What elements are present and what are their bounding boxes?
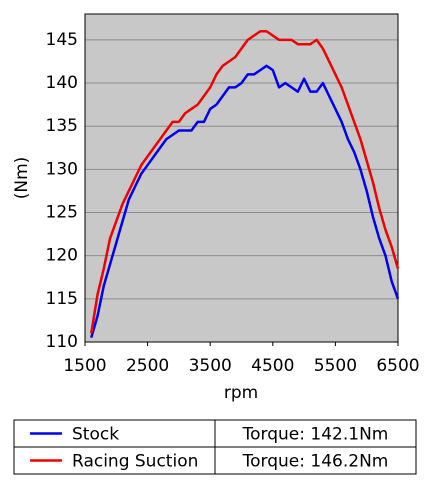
x-axis-label: rpm (224, 383, 258, 403)
y-axis-label: (Nm) (12, 157, 32, 200)
legend-label: Racing Suction (72, 452, 198, 472)
x-tick-label: 6500 (376, 356, 419, 376)
x-tick-label: 1500 (63, 356, 106, 376)
x-tick-label: 4500 (251, 356, 294, 376)
x-tick-label: 2500 (126, 356, 169, 376)
plot-area (85, 14, 398, 342)
y-tick-label: 110 (46, 332, 78, 352)
y-tick-label: 135 (46, 116, 78, 136)
legend-torque: Torque: 142.1Nm (242, 425, 389, 445)
y-tick-label: 115 (46, 289, 78, 309)
y-tick-label: 140 (46, 73, 78, 93)
plot-frame (84, 13, 399, 343)
y-tick-label: 145 (46, 30, 78, 50)
series-line (90, 64, 400, 339)
y-tick-label: 120 (46, 246, 78, 266)
y-tick-label: 130 (46, 159, 78, 179)
legend-torque: Torque: 146.2Nm (242, 452, 389, 472)
x-tick-label: 3500 (189, 356, 232, 376)
x-tick-label: 5500 (314, 356, 357, 376)
legend-label: Stock (72, 425, 119, 445)
y-tick-label: 125 (46, 203, 78, 223)
series-line (90, 30, 400, 334)
